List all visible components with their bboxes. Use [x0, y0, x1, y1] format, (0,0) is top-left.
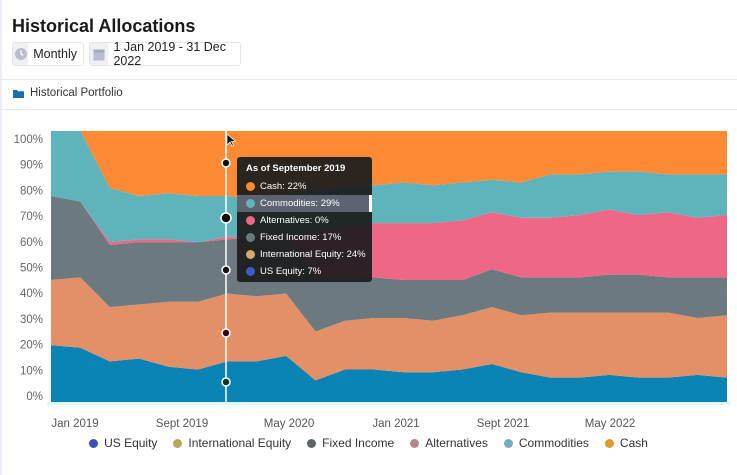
tooltip-row: International Equity: 24% [237, 246, 372, 263]
x-tick-label: Sept 2019 [156, 418, 208, 430]
tooltip-row-label: US Equity: 7% [260, 266, 322, 277]
folder-icon [13, 89, 24, 98]
y-tick-label: 0% [26, 391, 43, 403]
y-tick-label: 40% [20, 288, 43, 300]
frequency-selector[interactable]: Monthly [12, 42, 84, 66]
chart-tooltip: As of September 2019 Cash: 22% Commoditie… [237, 157, 372, 282]
y-tick-label: 80% [20, 185, 43, 197]
x-tick-label: Jan 2019 [51, 418, 98, 430]
series-dot-icon [246, 182, 255, 191]
y-tick-label: 90% [20, 160, 43, 172]
legend-dot-icon [604, 438, 614, 448]
legend-dot-icon [503, 438, 513, 448]
tooltip-row-label: Commodities: 29% [260, 198, 340, 209]
tooltip-row-label: International Equity: 24% [260, 249, 366, 260]
tooltip-row: Fixed Income: 17% [237, 229, 372, 246]
hover-marker [220, 212, 232, 224]
tooltip-row-label: Alternatives: 0% [260, 215, 329, 226]
page-title: Historical Allocations [12, 16, 196, 36]
portfolio-selector[interactable]: Historical Portfolio [13, 87, 123, 99]
legend-item[interactable]: Fixed Income [307, 436, 394, 450]
series-dot-icon [246, 250, 255, 259]
frequency-label: Monthly [33, 47, 77, 61]
area-commodities[interactable] [51, 131, 727, 243]
date-range-picker[interactable]: 1 Jan 2019 - 31 Dec 2022 [89, 40, 241, 68]
legend-dot-icon [410, 438, 420, 448]
area-international-equity[interactable] [51, 277, 727, 381]
area-fixed-income[interactable] [51, 196, 727, 332]
y-tick-label: 20% [20, 340, 43, 352]
area-alternatives[interactable] [51, 196, 727, 281]
legend-dot-icon [173, 438, 183, 448]
legend-dot-icon [89, 438, 99, 448]
tooltip-row-label: Fixed Income: 17% [260, 232, 342, 243]
legend-label: Alternatives [425, 436, 488, 450]
x-tick-label: May 2022 [585, 418, 636, 430]
tooltip-row: Alternatives: 0% [237, 212, 372, 229]
series-dot-icon [246, 216, 255, 225]
hover-marker [221, 377, 231, 387]
y-tick-label: 10% [20, 365, 43, 377]
clock-icon [13, 43, 29, 65]
tooltip-row: Cash: 22% [237, 178, 372, 195]
legend-label: Cash [619, 436, 648, 450]
hover-marker [221, 158, 231, 168]
x-tick-label: May 2020 [264, 418, 315, 430]
legend-label: Commodities [518, 436, 589, 450]
legend-label: US Equity [104, 436, 158, 450]
divider [0, 109, 737, 110]
tooltip-row: US Equity: 7% [237, 263, 372, 280]
divider [0, 79, 737, 80]
legend-item[interactable]: Alternatives [410, 436, 488, 450]
series-dot-icon [246, 267, 255, 276]
x-tick-label: Sept 2021 [477, 418, 529, 430]
legend-label: Fixed Income [322, 436, 395, 450]
tooltip-row-label: Cash: 22% [260, 181, 307, 192]
y-tick-label: 60% [20, 237, 43, 249]
legend-item[interactable]: International Equity [173, 436, 291, 450]
legend-dot-icon [307, 438, 317, 448]
calendar-icon [90, 43, 109, 65]
mouse-cursor-icon [226, 133, 237, 147]
legend-label: International Equity [188, 436, 292, 450]
area-us-equity[interactable] [51, 345, 727, 402]
page-edge [0, 0, 2, 475]
hover-marker [221, 328, 231, 338]
x-tick-label: Jan 2021 [372, 418, 419, 430]
tooltip-title: As of September 2019 [246, 163, 346, 174]
area-cash[interactable] [51, 131, 727, 199]
legend-item[interactable]: US Equity [89, 436, 157, 450]
portfolio-label: Historical Portfolio [30, 87, 123, 99]
y-tick-label: 50% [20, 263, 43, 275]
x-axis-baseline [47, 402, 731, 405]
hover-marker [221, 265, 231, 275]
date-range-label: 1 Jan 2019 - 31 Dec 2022 [113, 40, 227, 68]
chart-legend: US Equity International Equity Fixed Incom… [0, 436, 737, 450]
series-dot-icon [246, 233, 255, 242]
y-tick-label: 70% [20, 211, 43, 223]
y-tick-label: 30% [20, 314, 43, 326]
legend-item[interactable]: Commodities [503, 436, 589, 450]
legend-item[interactable]: Cash [604, 436, 648, 450]
y-tick-label: 100% [14, 134, 43, 146]
series-dot-icon [246, 199, 255, 208]
tooltip-row: Commodities: 29% [237, 195, 372, 212]
